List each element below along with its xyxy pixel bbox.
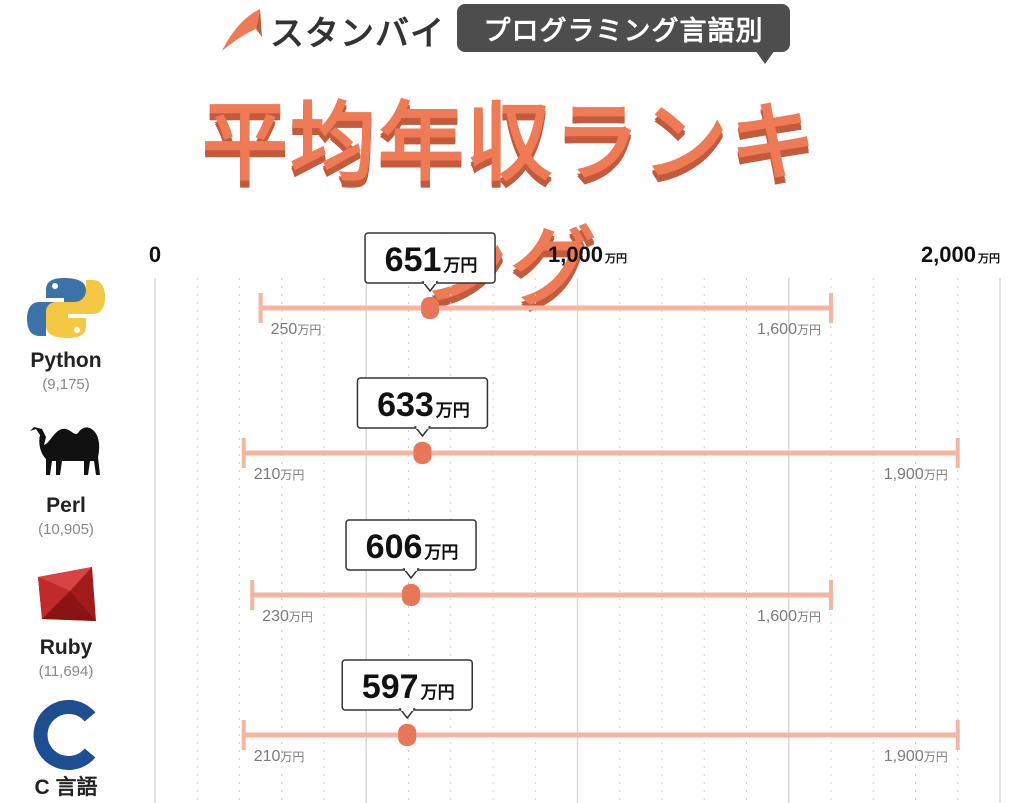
python-yellow-part	[46, 280, 105, 338]
average-value-label: 606 万円	[366, 528, 459, 566]
callout-pointer-mask	[416, 425, 429, 429]
chart-row-2: Ruby (11,694) 230万円 1,600万円 606 万円	[38, 519, 833, 680]
average-value-label: 597 万円	[362, 668, 455, 706]
range-min-label: 250万円	[271, 321, 322, 338]
range-min-label: 210万円	[254, 466, 305, 483]
badge-tail	[755, 50, 775, 64]
callout-pointer-mask	[401, 707, 414, 711]
range-max-label: 1,600万円	[757, 608, 821, 625]
range-max-label: 1,900万円	[884, 466, 948, 483]
average-value-label: 651 万円	[385, 241, 478, 279]
x-tick-label: 0	[149, 242, 161, 267]
range-min-label: 230万円	[262, 608, 313, 625]
range-max-label: 1,900万円	[884, 748, 948, 765]
language-name: Ruby	[40, 636, 93, 659]
average-marker	[413, 442, 432, 464]
chart-row-1: Perl (10,905) 210万円 1,900万円 633 万円	[28, 377, 960, 538]
python-eye	[52, 283, 58, 289]
x-tick-label: 1,000 万円	[548, 242, 627, 267]
python-logo-icon	[27, 278, 105, 338]
language-count: (9,175)	[42, 376, 90, 393]
category-badge: プログラミング言語別	[457, 4, 790, 52]
average-marker	[402, 584, 421, 606]
camel-shape	[28, 427, 100, 475]
language-count: (10,905)	[38, 521, 94, 538]
chart-grid	[154, 278, 1001, 803]
language-count: (11,694)	[39, 663, 94, 680]
header: スタンバイ プログラミング言語別 平均年収ランキング	[0, 0, 1024, 318]
average-marker	[398, 724, 417, 746]
gem-facet	[38, 577, 70, 619]
brand-name: スタンバイ	[270, 14, 445, 53]
gem-facet	[42, 591, 96, 621]
brand-logo[interactable]: スタンバイ	[218, 6, 445, 54]
camel-icon	[28, 427, 100, 475]
range-min-label: 210万円	[254, 748, 305, 765]
x-tick-label: 2,000 万円	[921, 242, 1000, 267]
callout-pointer-mask	[405, 567, 418, 571]
python-eye	[74, 327, 80, 333]
gem-facet	[38, 567, 92, 591]
c-letter-icon	[33, 700, 96, 770]
c-letter-shape	[33, 700, 96, 770]
callout-pointer-mask	[424, 280, 437, 284]
chart-rows: Python (9,175) 250万円 1,600万円 651 万円 Perl (10,90…	[27, 232, 960, 799]
x-axis-ticks: 0 1,000 万円 2,000 万円	[149, 242, 1000, 267]
chart-row-0: Python (9,175) 250万円 1,600万円 651 万円	[27, 232, 833, 393]
brand-mark-icon	[222, 9, 262, 51]
average-value-label: 633 万円	[377, 386, 470, 424]
language-name: Perl	[46, 494, 86, 517]
range-max-label: 1,600万円	[757, 321, 821, 338]
ruby-gem-icon	[38, 567, 96, 621]
chart-row-3: C 言語 210万円 1,900万円 597 万円	[33, 659, 960, 799]
language-name: C 言語	[35, 775, 98, 799]
salary-range-chart: 0 1,000 万円 2,000 万円 Python (9,175) 250万円 1,600万…	[27, 232, 1001, 803]
language-name: Python	[30, 349, 101, 372]
page-title: 平均年収ランキング	[200, 93, 818, 318]
average-marker	[421, 297, 440, 319]
